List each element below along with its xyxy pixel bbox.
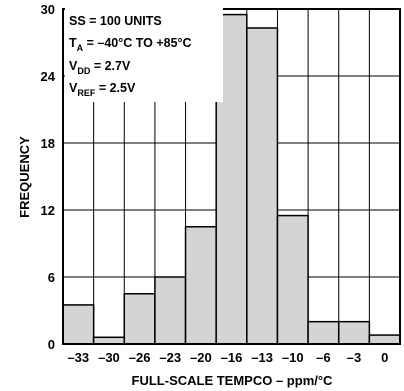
y-tick-label: 12 (41, 203, 55, 218)
y-tick-label: 24 (41, 69, 56, 84)
x-tick-label: –3 (347, 350, 361, 365)
y-tick-label: 0 (48, 337, 55, 352)
histogram-bar (123, 293, 156, 345)
x-tick-label: 0 (381, 350, 388, 365)
histogram-bar (276, 214, 309, 345)
y-tick-labels: 0 6 12 18 24 30 (41, 2, 56, 352)
x-axis-title: FULL-SCALE TEMPCO – ppm/°C (132, 373, 334, 388)
plot-frame (62, 8, 401, 345)
x-tick-label: –6 (316, 350, 330, 365)
histogram-bar (215, 13, 248, 345)
annotation-vdd: VDD = 2.7V (69, 59, 131, 76)
y-tick-label: 6 (48, 270, 55, 285)
y-tick-label: 18 (41, 136, 55, 151)
bars (62, 13, 401, 345)
x-tick-label: –23 (159, 350, 181, 365)
x-tick-label: –26 (129, 350, 151, 365)
histogram-bar (184, 226, 217, 345)
x-tick-label: –13 (251, 350, 273, 365)
histogram-bar (246, 27, 279, 345)
x-tick-label: –33 (67, 350, 89, 365)
x-tick-label: –16 (221, 350, 243, 365)
histogram-bar (92, 336, 126, 345)
annotation-vref: VREF = 2.5V (69, 81, 136, 98)
annotation-box: SS = 100 UNITS TA = –40°C TO +85°C VDD =… (65, 8, 223, 102)
annotation-sample-size: SS = 100 UNITS (69, 14, 162, 28)
histogram-bar (368, 334, 401, 345)
x-tick-label: –10 (282, 350, 304, 365)
annotation-background (65, 8, 223, 102)
y-tick-label: 30 (41, 2, 55, 17)
y-axis-title: FREQUENCY (17, 136, 32, 218)
histogram-bar (337, 320, 371, 345)
x-tick-labels: –33 –30 –26 –23 –20 –16 –13 –10 –6 –3 0 (67, 350, 388, 365)
histogram-bar (62, 304, 95, 345)
x-tick-label: –30 (98, 350, 120, 365)
x-tick-label: –20 (190, 350, 212, 365)
histogram-bar (307, 320, 340, 345)
histogram-bar (154, 276, 187, 345)
annotation-temperature: TA = –40°C TO +85°C (69, 36, 192, 53)
